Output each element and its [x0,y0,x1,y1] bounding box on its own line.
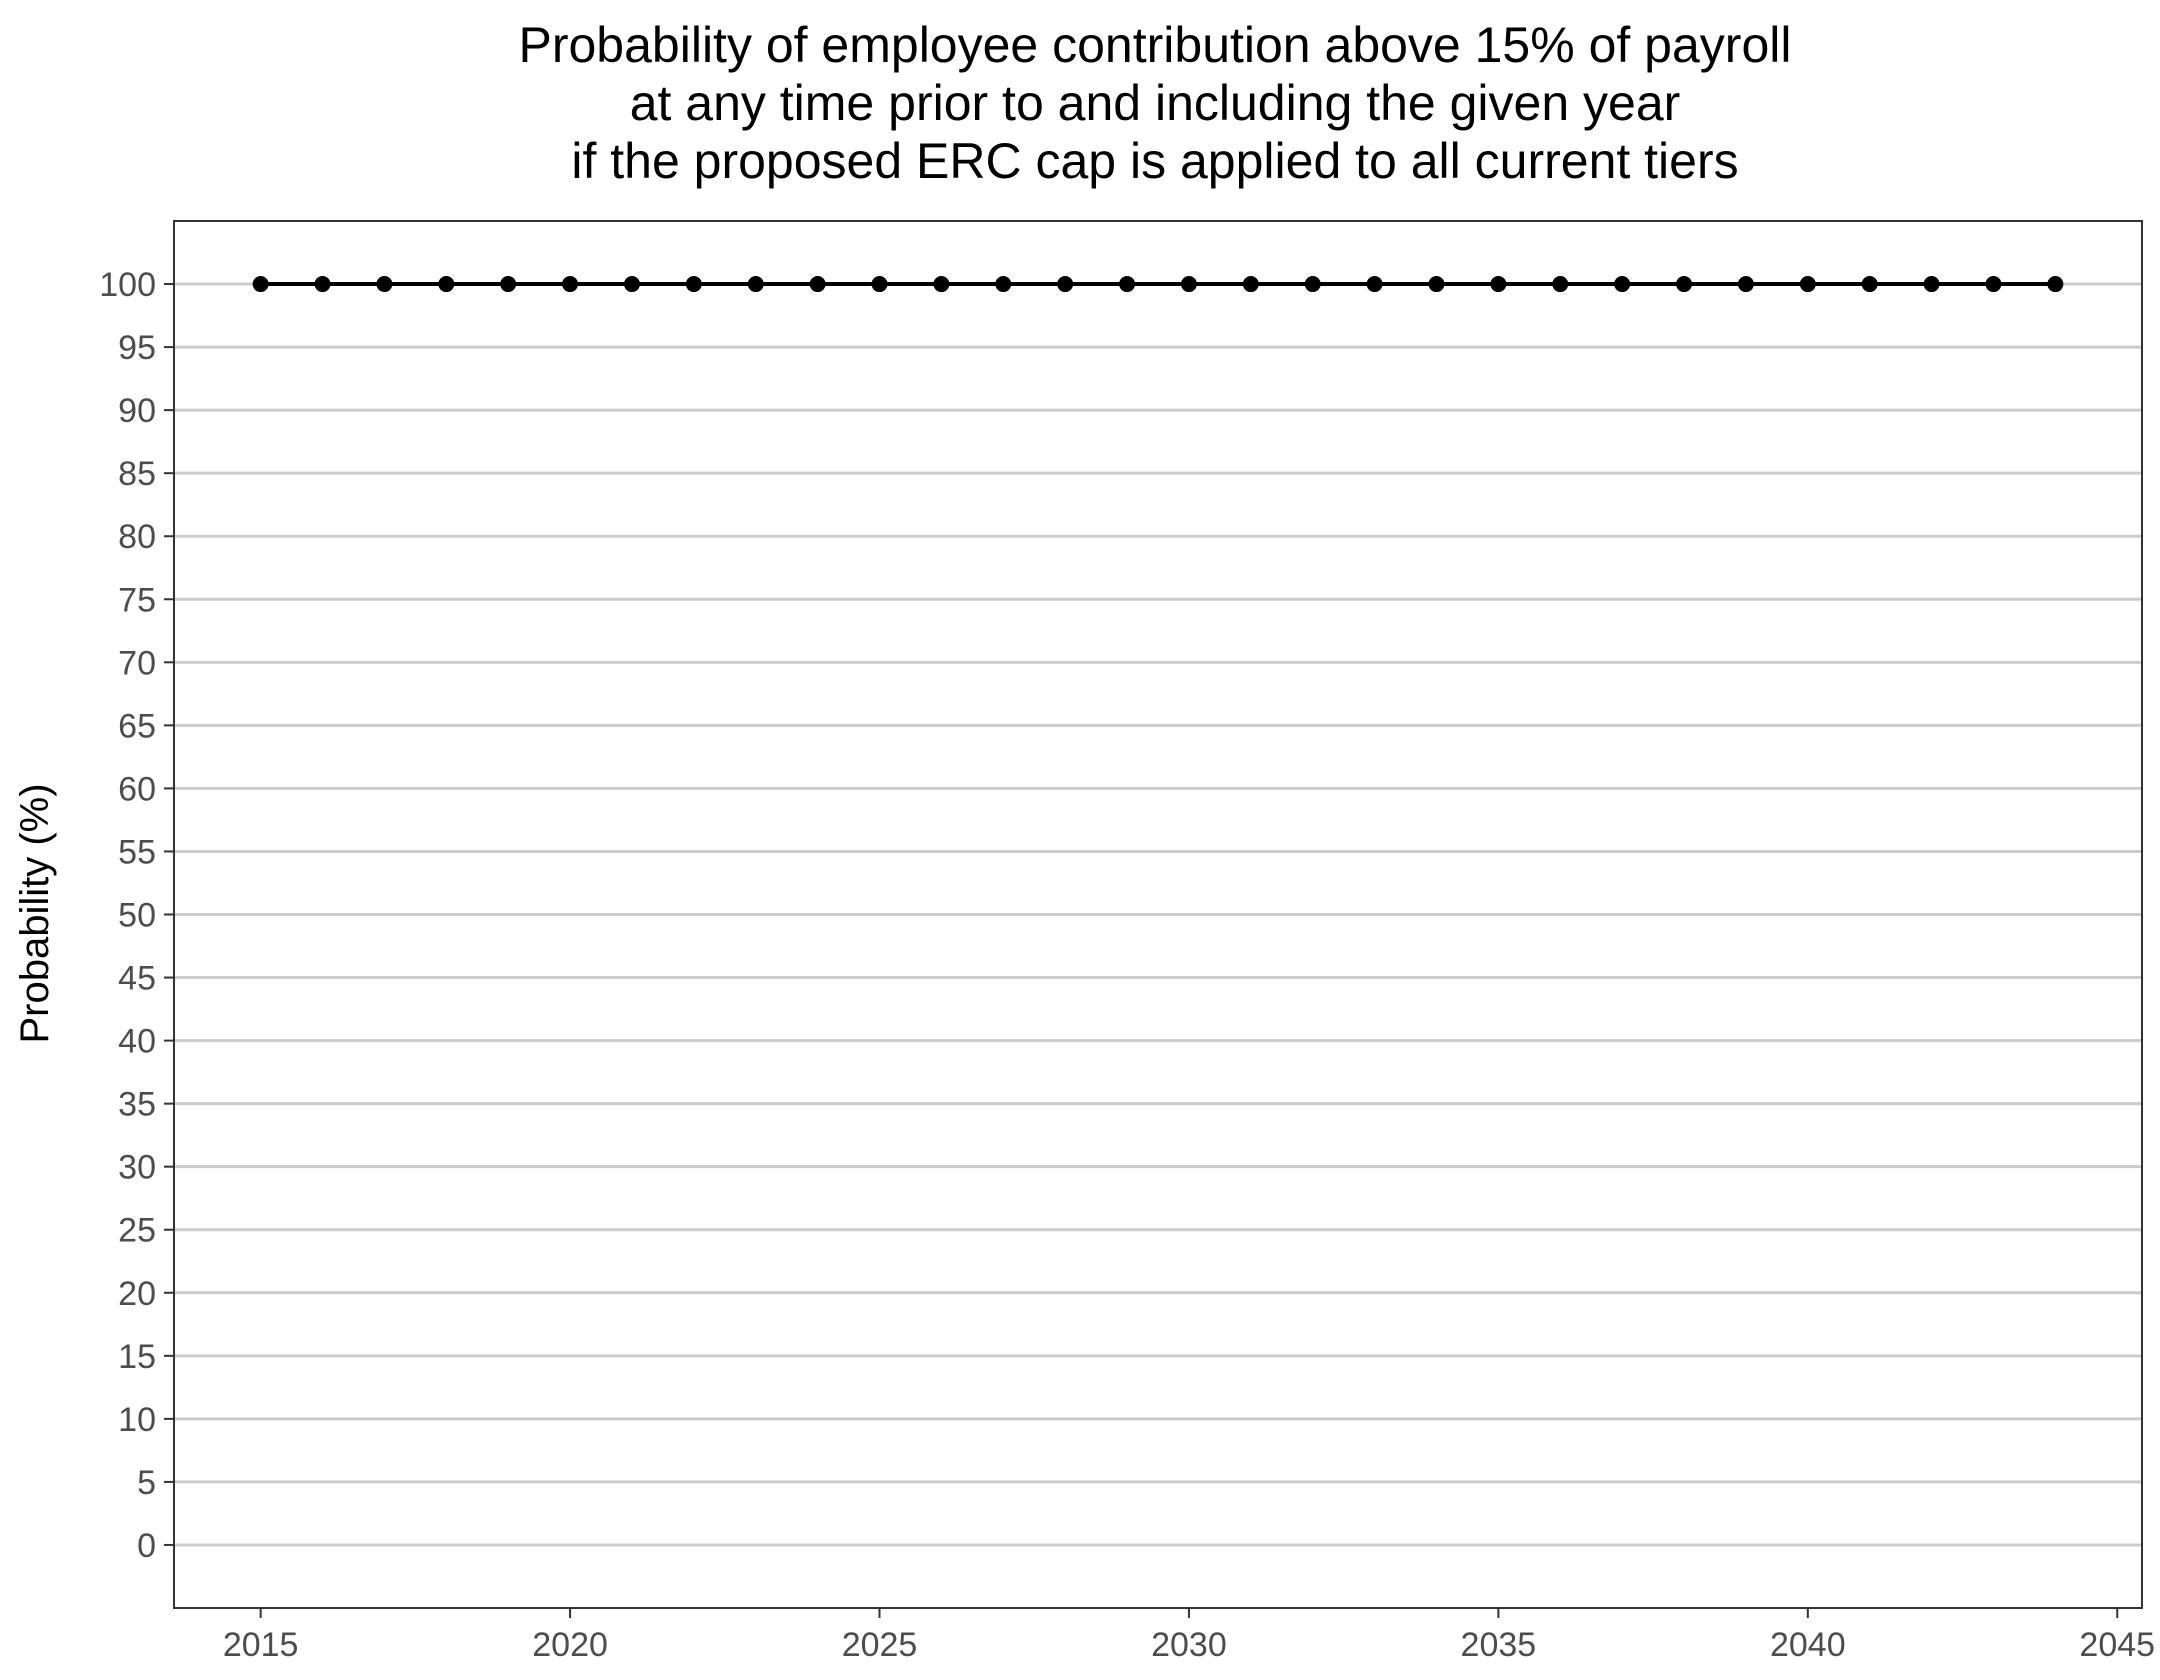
data-point-2044 [2047,276,2064,293]
x-tick-label-2040: 2040 [1770,1626,1846,1664]
y-tick-label-10: 10 [118,1401,156,1439]
gridlines [174,282,2142,1547]
x-tick-label-2015: 2015 [223,1626,299,1664]
data-point-2017 [376,276,393,293]
data-point-2040 [1799,276,1816,293]
y-tick-label-35: 35 [118,1086,156,1124]
data-point-2025 [871,276,888,293]
data-point-2039 [1737,276,1754,293]
series-layer [252,276,2064,293]
y-tick-label-15: 15 [118,1338,156,1376]
data-point-2029 [1119,276,1136,293]
x-tick-label-2025: 2025 [842,1626,918,1664]
data-point-2041 [1861,276,1878,293]
data-point-2042 [1923,276,1940,293]
data-point-2023 [747,276,764,293]
y-tick-label-50: 50 [118,897,156,935]
data-point-2016 [314,276,331,293]
y-tick-label-45: 45 [118,960,156,998]
data-point-2024 [809,276,826,293]
data-point-2028 [1057,276,1074,293]
y-axis: 0 5 10 15 20 25 30 35 40 45 50 55 60 65 70 75 80 85 90 95 10… [99,266,174,1565]
y-tick-label-60: 60 [118,770,156,808]
x-tick-label-2030: 2030 [1151,1626,1227,1664]
y-tick-label-5: 5 [137,1464,156,1502]
x-tick-label-2035: 2035 [1461,1626,1537,1664]
data-point-2030 [1180,276,1197,293]
y-tick-label-40: 40 [118,1023,156,1061]
x-tick-label-2045: 2045 [2079,1626,2155,1664]
data-point-2034 [1428,276,1445,293]
data-point-2035 [1490,276,1507,293]
y-tick-label-100: 100 [99,266,156,304]
x-axis: 2015 2020 2025 2030 2035 2040 2045 [223,1608,2155,1664]
y-tick-label-70: 70 [118,644,156,682]
data-point-2021 [623,276,640,293]
chart-title: Probability of employee contribution abo… [0,16,2160,190]
data-point-2037 [1614,276,1631,293]
y-tick-label-0: 0 [137,1527,156,1565]
y-tick-label-30: 30 [118,1149,156,1187]
y-tick-label-65: 65 [118,707,156,745]
y-tick-label-85: 85 [118,455,156,493]
y-tick-label-80: 80 [118,518,156,556]
data-point-2027 [995,276,1012,293]
y-tick-label-55: 55 [118,833,156,871]
data-point-2022 [685,276,702,293]
data-point-2043 [1985,276,2002,293]
data-point-2033 [1366,276,1383,293]
y-tick-label-75: 75 [118,581,156,619]
y-tick-label-95: 95 [118,329,156,367]
y-axis-title: Probability (%) [13,783,57,1043]
data-point-2032 [1304,276,1321,293]
chart-title-line-2: at any time prior to and including the g… [629,75,1681,131]
data-point-2036 [1552,276,1569,293]
data-point-2026 [933,276,950,293]
y-tick-label-90: 90 [118,392,156,430]
data-point-2031 [1242,276,1259,293]
data-point-2015 [252,276,269,293]
x-tick-label-2020: 2020 [532,1626,608,1664]
chart-title-line-3: if the proposed ERC cap is applied to al… [571,133,1739,189]
data-point-2019 [500,276,517,293]
data-point-2020 [562,276,579,293]
y-tick-label-25: 25 [118,1212,156,1250]
data-point-2018 [438,276,455,293]
data-point-2038 [1676,276,1693,293]
y-tick-label-20: 20 [118,1275,156,1313]
chart-title-line-1: Probability of employee contribution abo… [518,17,1792,73]
